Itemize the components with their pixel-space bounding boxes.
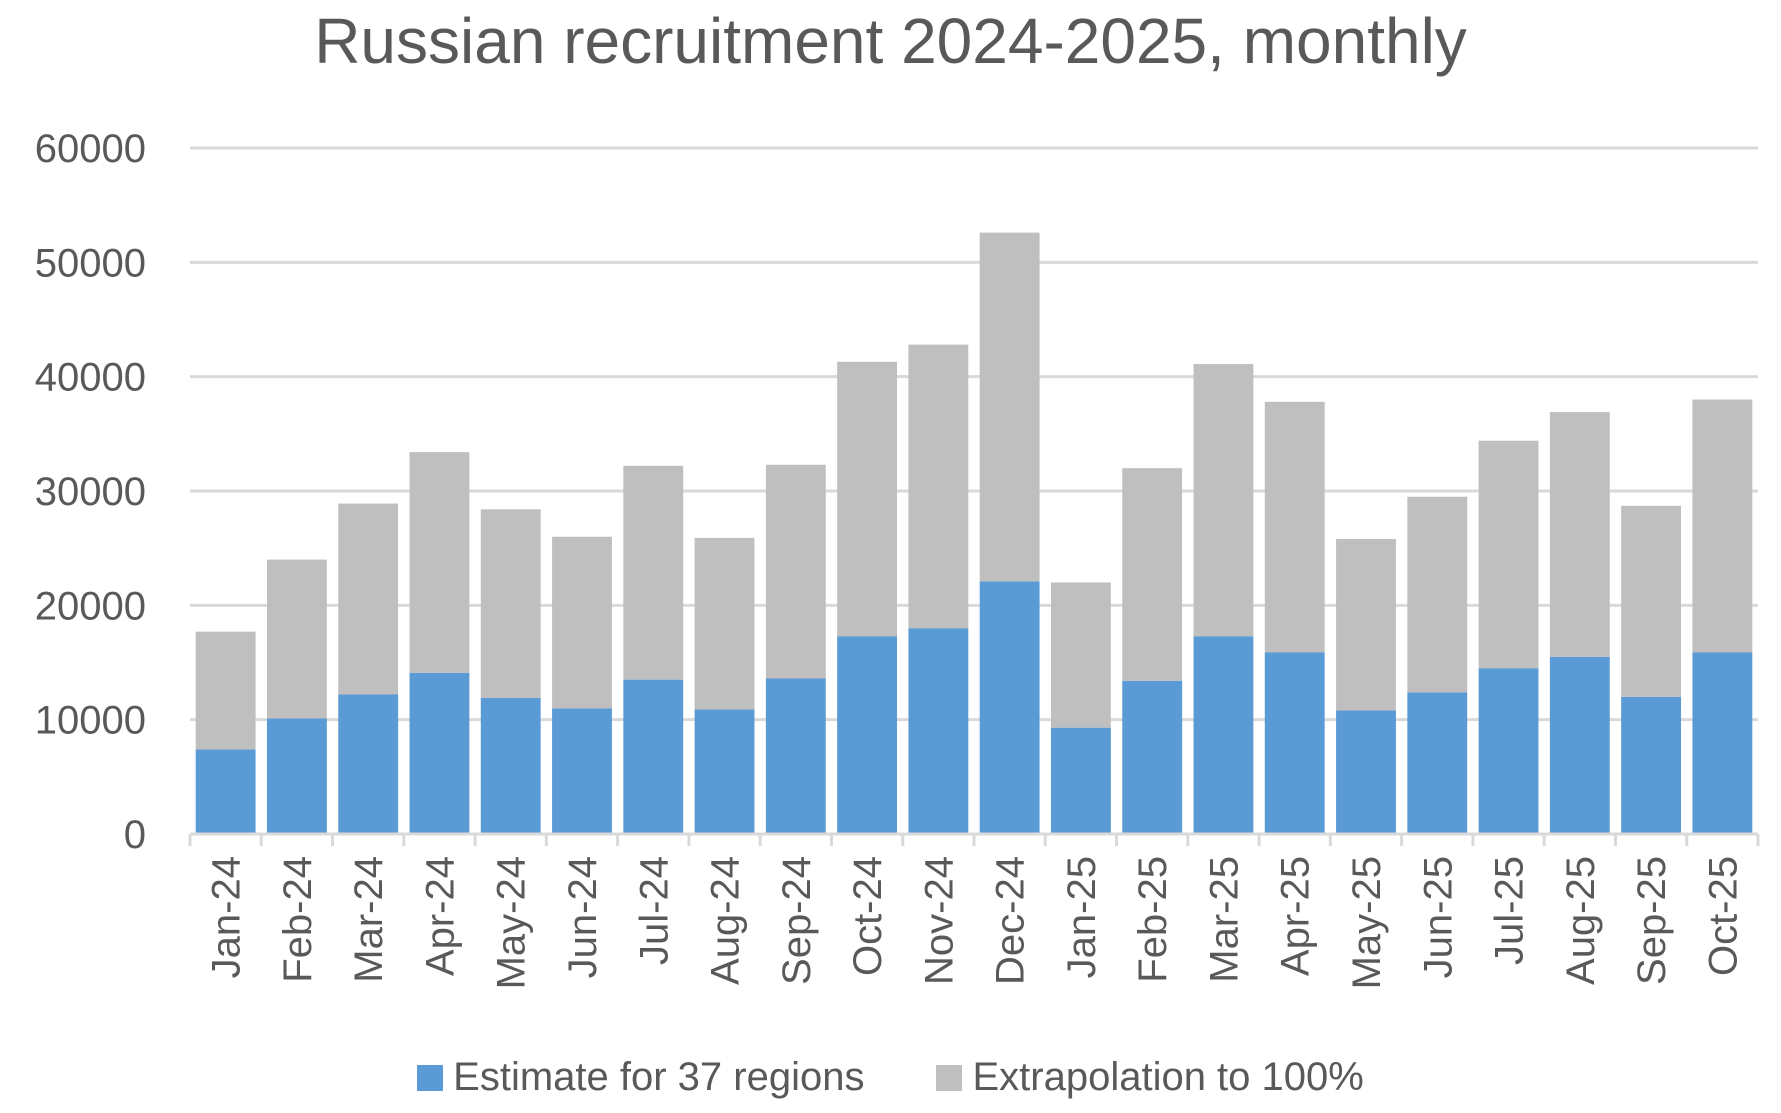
- x-tick-label: Feb-24: [276, 856, 320, 983]
- x-tick-label: Dec-24: [989, 856, 1033, 985]
- x-tick-label: Feb-25: [1131, 856, 1175, 983]
- x-tick-label: Jun-24: [561, 856, 605, 978]
- x-tick-label: Sep-25: [1630, 856, 1674, 985]
- bar-extrapolation: [765, 464, 826, 679]
- bar-estimate: [266, 718, 327, 834]
- bar-extrapolation: [195, 631, 256, 750]
- chart-title: Russian recruitment 2024-2025, monthly: [314, 5, 1467, 77]
- bar-estimate: [1336, 710, 1396, 834]
- x-tick-label: Mar-25: [1202, 856, 1246, 983]
- y-tick-label: 20000: [35, 584, 146, 628]
- x-tick-label: Aug-25: [1559, 856, 1603, 985]
- x-tick-label: Apr-25: [1274, 856, 1318, 976]
- legend-swatch-extrapolation: [936, 1064, 963, 1091]
- bar-estimate: [1122, 680, 1183, 834]
- bar-extrapolation: [623, 465, 684, 680]
- y-tick-label: 50000: [35, 241, 146, 285]
- legend-item-extrapolation: Extrapolation to 100%: [936, 1055, 1364, 1100]
- bar-estimate: [979, 581, 1040, 834]
- bar-extrapolation: [837, 361, 898, 637]
- y-tick-label: 30000: [35, 470, 146, 514]
- bar-extrapolation: [979, 232, 1040, 582]
- legend-label-extrapolation: Extrapolation to 100%: [972, 1055, 1364, 1099]
- legend-label-estimate: Estimate for 37 regions: [453, 1055, 865, 1099]
- bar-extrapolation: [1478, 440, 1539, 669]
- axes: [188, 832, 1760, 846]
- bar-estimate: [765, 678, 826, 834]
- bar-extrapolation: [1122, 468, 1183, 681]
- y-tick-label: 0: [124, 813, 146, 857]
- bar-estimate: [409, 672, 470, 834]
- bars: [195, 232, 1753, 834]
- bar-extrapolation: [694, 537, 755, 710]
- bar-estimate: [1478, 668, 1539, 834]
- x-tick-label: Jun-25: [1416, 856, 1460, 978]
- y-tick-label: 10000: [35, 699, 146, 743]
- x-tick-label: Jan-24: [205, 856, 249, 978]
- bar-estimate: [338, 694, 399, 834]
- bar-extrapolation: [552, 536, 612, 709]
- legend: Estimate for 37 regions Extrapolation to…: [0, 1055, 1781, 1100]
- bar-extrapolation: [1692, 399, 1753, 653]
- bar-extrapolation: [1621, 505, 1682, 697]
- bar-extrapolation: [266, 559, 327, 719]
- bar-extrapolation: [1336, 539, 1396, 711]
- x-tick-label: Jul-25: [1488, 856, 1532, 965]
- x-tick-label: Jan-25: [1060, 856, 1104, 978]
- bar-extrapolation: [1050, 582, 1111, 728]
- bar-extrapolation: [338, 503, 399, 695]
- bar-estimate: [1621, 696, 1682, 834]
- bar-estimate: [1692, 652, 1753, 834]
- bar-extrapolation: [1549, 412, 1610, 657]
- bar-extrapolation: [1264, 401, 1325, 653]
- x-tick-label: Mar-24: [347, 856, 391, 983]
- bar-estimate: [552, 708, 612, 834]
- bar-extrapolation: [1193, 364, 1254, 637]
- y-tick-label: 60000: [35, 127, 146, 171]
- bar-estimate: [623, 679, 684, 834]
- bar-estimate: [480, 697, 541, 834]
- bar-estimate: [694, 709, 755, 834]
- bar-estimate: [908, 628, 969, 834]
- bar-estimate: [837, 636, 898, 834]
- x-tick-label: May-24: [490, 856, 534, 989]
- x-tick-label: Oct-24: [846, 856, 890, 976]
- bar-estimate: [195, 749, 256, 834]
- bar-estimate: [1549, 656, 1610, 834]
- x-tick-label: Sep-24: [775, 856, 819, 985]
- x-tick-label: Apr-24: [418, 856, 462, 976]
- bar-extrapolation: [908, 344, 969, 629]
- legend-item-estimate: Estimate for 37 regions: [417, 1055, 864, 1100]
- bar-estimate: [1050, 727, 1111, 834]
- x-tick-label: Nov-24: [917, 856, 961, 985]
- x-tick-label: Aug-24: [704, 856, 748, 985]
- x-tick-label: Oct-25: [1701, 856, 1745, 976]
- bar-estimate: [1264, 652, 1325, 834]
- y-tick-label: 40000: [35, 356, 146, 400]
- x-tick-label: Jul-24: [632, 856, 676, 965]
- bar-estimate: [1407, 692, 1468, 834]
- x-tick-label: May-25: [1345, 856, 1389, 989]
- bar-estimate: [1193, 636, 1254, 834]
- bar-extrapolation: [1407, 496, 1468, 693]
- bar-extrapolation: [480, 509, 541, 698]
- bar-extrapolation: [409, 452, 470, 673]
- tick-labels: 0 10000 20000 30000 40000 50000 60000 Jan-24 Feb…: [35, 127, 1746, 989]
- legend-swatch-estimate: [417, 1064, 444, 1091]
